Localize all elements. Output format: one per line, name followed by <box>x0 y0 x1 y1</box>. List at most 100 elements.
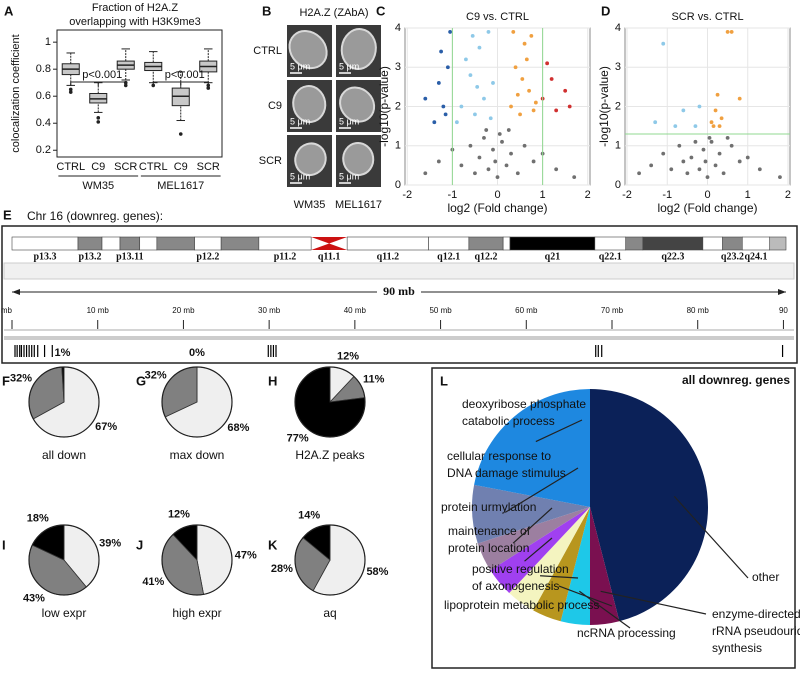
y-tick-label: 0.2 <box>36 144 51 156</box>
point <box>693 139 698 144</box>
band-label: q11.1 <box>318 251 341 262</box>
nucleus <box>339 86 376 123</box>
point <box>778 175 782 180</box>
pie-caption: low expr <box>42 606 87 620</box>
point <box>486 30 491 34</box>
x-axis-label: log2 (Fold change) <box>447 201 547 215</box>
x-tick-label: C9 <box>174 161 188 173</box>
track-bg <box>3 262 795 280</box>
point <box>482 136 486 140</box>
scale-label: 5 μm <box>290 116 310 126</box>
column-label: MEL1617 <box>335 199 382 211</box>
slice-label: 58% <box>366 566 388 578</box>
band-label: q11.2 <box>377 251 400 262</box>
slice-label: 47% <box>235 549 257 561</box>
slice-label: 67% <box>95 421 117 433</box>
point <box>713 108 718 113</box>
outlier <box>68 90 73 94</box>
x-tick-label: -2 <box>622 189 632 201</box>
arrowhead <box>778 289 786 295</box>
point <box>685 171 690 176</box>
point <box>572 175 577 180</box>
point <box>504 163 509 168</box>
x-tick-label: 70 mb <box>601 306 624 315</box>
band-label: p12.2 <box>196 251 219 262</box>
x-tick-label: CTRL <box>139 161 168 173</box>
point <box>448 30 453 34</box>
point <box>697 167 702 172</box>
x-tick-label: -1 <box>662 189 672 201</box>
band <box>642 236 704 251</box>
pie-slice <box>472 484 590 544</box>
slice-label: protein urmylation <box>441 500 536 514</box>
slice-label: ncRNA processing <box>577 626 676 640</box>
point <box>661 41 666 46</box>
band <box>101 236 121 251</box>
band <box>502 236 511 251</box>
point <box>484 128 489 132</box>
pie-slice <box>477 507 590 571</box>
chart-title: Fraction of H2A.Z <box>92 2 178 14</box>
x-tick-label: 2 <box>785 189 791 201</box>
row-label: CTRL <box>253 45 282 57</box>
panel-letter: H <box>268 373 277 388</box>
point <box>701 147 706 152</box>
point <box>506 128 511 132</box>
y-tick-label: 1 <box>395 140 401 152</box>
band-label: q12.2 <box>474 251 497 262</box>
band-label: p11.2 <box>274 251 297 262</box>
chart-title: SCR vs. CTRL <box>671 11 743 23</box>
centromere <box>311 237 348 250</box>
nucleus <box>342 142 375 177</box>
point <box>468 73 473 77</box>
band-label: q23.2 <box>721 251 744 262</box>
point <box>522 41 527 46</box>
y-axis-label: -log10(p-value) <box>597 66 611 147</box>
slice-label: 11% <box>363 374 385 386</box>
point <box>459 104 464 109</box>
panel-title: Chr 16 (downreg. genes): <box>27 209 163 223</box>
group-label: MEL1617 <box>157 180 204 192</box>
pie-slice <box>474 388 590 507</box>
pie-slice <box>590 507 620 625</box>
point <box>470 33 475 38</box>
panel-letter: L <box>440 373 448 388</box>
point <box>520 77 525 81</box>
panel-letter: E <box>3 207 12 222</box>
band <box>258 236 312 251</box>
arrowhead <box>12 289 20 295</box>
point <box>482 96 486 101</box>
y-tick-label: 2 <box>615 100 621 112</box>
pie-caption: H2A.Z peaks <box>295 448 364 462</box>
slice-label: protein location <box>448 541 529 555</box>
panel-l-frame <box>431 367 796 669</box>
leader <box>558 585 613 607</box>
scale-label: 5 μm <box>339 116 359 126</box>
point <box>432 120 437 125</box>
point <box>567 104 572 109</box>
y-axis-label: -log10(p-value) <box>377 66 391 147</box>
slice-label: 39% <box>99 537 121 549</box>
slice-label: deoxyribose phosphate <box>462 397 586 411</box>
slice-label: lipoprotein metabolic process <box>444 598 599 612</box>
y-tick-label: 0 <box>615 179 621 191</box>
point <box>681 108 686 113</box>
point <box>719 116 724 121</box>
point <box>554 108 559 113</box>
point <box>497 132 502 136</box>
pie-slice <box>590 389 708 622</box>
point <box>509 104 513 109</box>
leader <box>504 467 579 513</box>
slice-label: catabolic process <box>462 414 555 428</box>
row-label: C9 <box>268 100 282 112</box>
point <box>513 65 518 70</box>
point <box>554 167 559 172</box>
point <box>443 112 448 117</box>
band-label: q24.1 <box>744 251 767 262</box>
annotation: p<0.001 <box>165 69 205 81</box>
scale-label: 5 μm <box>290 171 310 181</box>
band-label: q21 <box>545 251 561 262</box>
slice-label: 28% <box>271 563 293 575</box>
band-label: q12.1 <box>437 251 460 262</box>
